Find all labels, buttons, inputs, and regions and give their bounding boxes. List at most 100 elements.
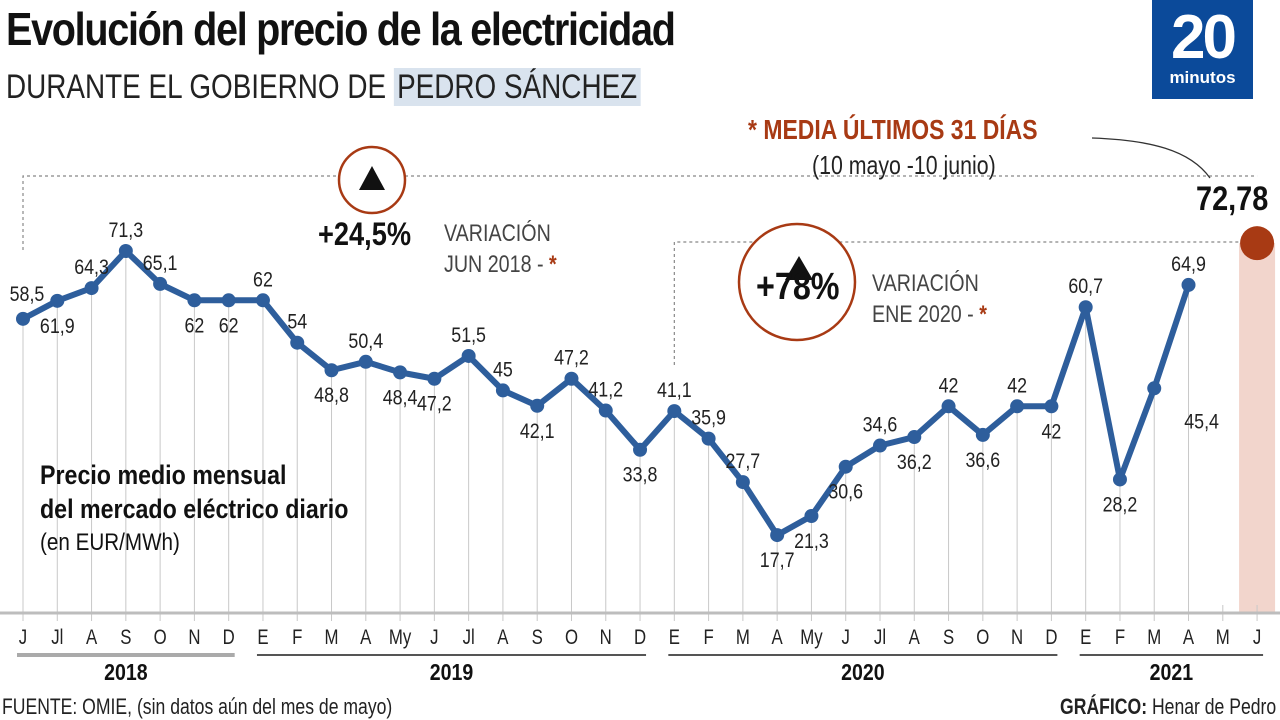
data-label: 36,2 [897, 451, 932, 475]
data-label: 45 [493, 358, 513, 382]
data-point [907, 430, 922, 445]
variation-2-label-line2: ENE 2020 - [872, 301, 974, 328]
data-label: 21,3 [794, 530, 829, 554]
data-label: 42,1 [520, 419, 555, 443]
data-label: 58,5 [10, 283, 45, 307]
x-tick-label: E [1080, 626, 1091, 649]
data-point [598, 403, 613, 418]
logo-word: minutos [1169, 68, 1236, 87]
data-label: 47,2 [554, 346, 589, 370]
data-label: 64,9 [1171, 253, 1206, 277]
data-label: 45,4 [1184, 410, 1219, 434]
legend-text: Precio medio mensual del mercado eléctri… [40, 458, 348, 560]
x-tick-label: F [292, 626, 302, 649]
data-label: 71,3 [108, 219, 143, 243]
media-highlight-point [1240, 226, 1275, 261]
data-point [187, 293, 202, 308]
data-point [770, 528, 785, 543]
data-point [873, 438, 887, 453]
variation-1-label: VARIACIÓN JUN 2018 - * [444, 218, 557, 280]
legend-line-1: Precio medio mensual [40, 460, 287, 490]
data-label: 64,3 [74, 256, 109, 280]
data-label: 48,4 [383, 386, 418, 410]
data-point [667, 404, 682, 419]
year-label: 2018 [104, 660, 148, 686]
data-label: 42 [1041, 420, 1061, 444]
x-tick-label: My [800, 626, 823, 649]
year-label: 2021 [1150, 660, 1194, 686]
x-tick-label: A [772, 626, 783, 649]
x-tick-label: Jl [874, 626, 886, 649]
data-point [633, 442, 648, 457]
data-point [290, 335, 305, 350]
variation-1-label-line2: JUN 2018 - [444, 251, 544, 278]
x-tick-label: A [909, 626, 920, 649]
x-tick-label: N [1011, 626, 1023, 649]
data-label: 62 [219, 314, 239, 338]
media-callout-line [1091, 137, 1211, 179]
x-tick-label: F [1115, 626, 1125, 649]
variation-2-circle [737, 222, 857, 342]
variation-1-label-line1: VARIACIÓN [444, 220, 551, 247]
x-tick-label: My [389, 626, 412, 649]
data-point [1078, 300, 1093, 315]
year-label: 2020 [841, 660, 884, 686]
x-tick-label: J [842, 626, 850, 649]
x-tick-label: D [223, 626, 235, 649]
data-label: 60,7 [1068, 275, 1103, 299]
reference-line-jun-2018 [22, 175, 1258, 250]
data-point [975, 427, 990, 442]
x-tick-label: M [325, 626, 339, 649]
x-tick-label: M [736, 626, 750, 649]
x-tick-label: A [497, 626, 508, 649]
credit-label: GRÁFICO: [1059, 694, 1147, 719]
subtitle-prefix: DURANTE EL GOBIERNO DE [6, 68, 394, 106]
x-tick-label: A [1183, 626, 1194, 649]
variation-2-label-line1: VARIACIÓN [872, 270, 979, 297]
x-tick-label: S [943, 626, 954, 649]
data-point [84, 281, 99, 296]
up-triangle-icon [359, 166, 385, 190]
data-label: 51,5 [451, 324, 486, 348]
x-tick-label: S [120, 626, 131, 649]
variation-2-star: * [979, 301, 987, 328]
data-point [941, 399, 956, 414]
x-tick-label: E [669, 626, 680, 649]
data-label: 42 [1007, 374, 1027, 398]
variation-1-star: * [549, 251, 557, 278]
data-label: 62 [184, 314, 204, 338]
legend-line-2: del mercado eléctrico diario [40, 494, 349, 524]
data-label: 54 [287, 310, 307, 334]
data-label: 41,2 [588, 378, 623, 402]
credit-name: Henar de Pedro [1146, 694, 1276, 719]
logo-number: 20 [1171, 3, 1237, 72]
x-tick-label: S [532, 626, 543, 649]
x-tick-label: Jl [463, 626, 475, 649]
data-point [1044, 399, 1059, 414]
data-label: 47,2 [417, 392, 452, 416]
data-label: 34,6 [863, 413, 898, 437]
media-value: 72,78 [1196, 180, 1269, 218]
data-point [118, 244, 133, 259]
x-tick-label: A [360, 626, 371, 649]
media-range: (10 mayo -10 junio) [812, 150, 996, 180]
x-tick-label: O [976, 626, 989, 649]
footer-source: FUENTE: OMIE, (sin datos aún del mes de … [2, 694, 393, 719]
data-point [530, 398, 545, 413]
data-point [221, 293, 236, 308]
x-tick-label: N [188, 626, 200, 649]
data-point [1010, 399, 1025, 414]
data-point [50, 293, 65, 308]
x-tick-label: N [600, 626, 612, 649]
x-tick-label: M [1216, 626, 1230, 649]
data-point [838, 459, 853, 474]
x-tick-label: M [1147, 626, 1161, 649]
data-point [1147, 381, 1162, 396]
variation-2-label: VARIACIÓN ENE 2020 - * [872, 268, 987, 330]
data-point [153, 276, 168, 291]
data-point [701, 431, 716, 446]
legend-unit: (en EUR/MWh) [40, 529, 180, 556]
x-tick-label: J [430, 626, 438, 649]
x-tick-label: F [703, 626, 713, 649]
